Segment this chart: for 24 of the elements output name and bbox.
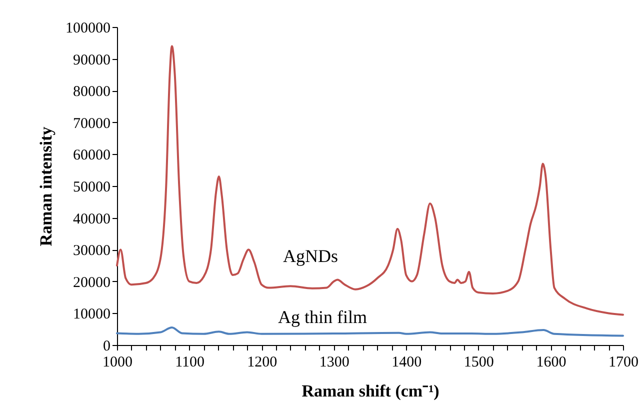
x-tick-label: 1400 <box>392 354 422 370</box>
y-tick-label: 30000 <box>73 243 110 260</box>
y-tick-label: 50000 <box>73 180 110 196</box>
y-tick-label: 100000 <box>66 20 110 36</box>
x-tick-label: 1700 <box>608 354 638 370</box>
line-series <box>116 326 624 337</box>
x-tick-label: 1100 <box>175 354 205 370</box>
x-tick-label: 1300 <box>319 354 350 370</box>
y-tick-label: 80000 <box>73 84 110 100</box>
y-tick-label: 20000 <box>73 274 110 291</box>
series-label: Ag thin film <box>278 307 367 327</box>
x-tick-label: 1200 <box>247 354 278 370</box>
x-tick-label: 1500 <box>464 354 494 370</box>
x-tick-label: 1600 <box>536 354 566 370</box>
y-tick-label: 0 <box>103 338 110 354</box>
y-tick-label: 60000 <box>73 148 110 164</box>
y-tick-label: 70000 <box>73 116 110 132</box>
y-tick-label: 90000 <box>73 52 110 68</box>
y-tick-label: 40000 <box>73 211 110 228</box>
y-tick-label: 10000 <box>73 306 110 323</box>
series-label: AgNDs <box>283 246 338 266</box>
x-axis-title: Raman shift (cm⁻¹) <box>302 382 440 400</box>
x-tick-label: 1000 <box>102 354 132 370</box>
y-axis-title: Raman intensity <box>36 126 56 246</box>
